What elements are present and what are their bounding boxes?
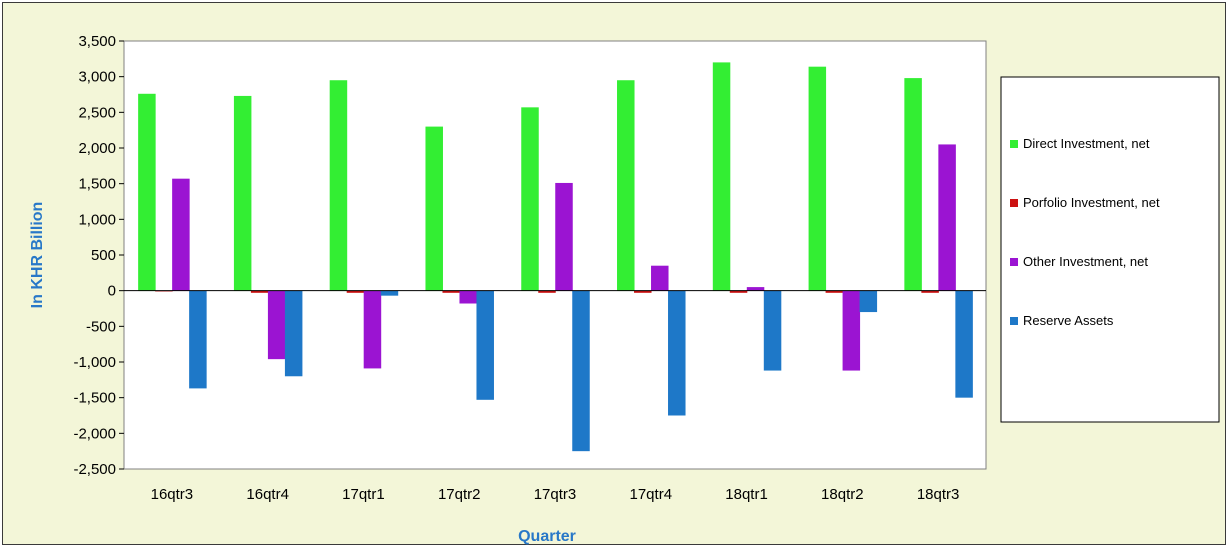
bar-direct-investment-net-17qtr1 (329, 80, 348, 291)
y-tick-label: -1,000 (73, 354, 116, 371)
bar-reserve-assets-18qtr3 (955, 290, 973, 398)
x-tick-label: 17qtr3 (534, 486, 577, 503)
y-tick-label: 2,500 (78, 104, 116, 121)
x-axis-ticks: 16qtr3 16qtr4 17qtr1 17qtr2 17qtr3 17qtr4 18qt… (151, 486, 960, 503)
legend-box (1000, 76, 1220, 423)
bar-other-investment-net-17qtr1 (363, 290, 382, 369)
bar-porfolio-investment-net-17qtr2 (442, 290, 460, 293)
bar-direct-investment-net-16qtr3 (138, 93, 156, 291)
legend-swatch (1010, 140, 1018, 148)
y-axis-ticks: -2,500 -2,000 -1,500 -1,000 -500 0 500 1,000 1,5… (73, 33, 124, 478)
bar-porfolio-investment-net-18qtr1 (729, 290, 748, 293)
bar-porfolio-investment-net-17qtr4 (634, 290, 652, 293)
x-tick-label: 17qtr4 (630, 486, 673, 503)
bar-reserve-assets-16qtr4 (284, 290, 303, 377)
bar-other-investment-net-17qtr4 (651, 265, 669, 291)
bar-porfolio-investment-net-18qtr3 (921, 290, 939, 293)
bar-direct-investment-net-17qtr2 (425, 126, 443, 291)
bar-direct-investment-net-18qtr3 (904, 78, 922, 291)
x-axis-title: Quarter (518, 528, 576, 545)
y-tick-label: 1,000 (78, 211, 116, 228)
bar-other-investment-net-17qtr2 (459, 290, 477, 304)
x-tick-label: 17qtr1 (342, 486, 385, 503)
x-tick-label: 16qtr4 (246, 486, 289, 503)
bar-porfolio-investment-net-16qtr4 (250, 290, 269, 293)
x-tick-label: 17qtr2 (438, 486, 481, 503)
bar-porfolio-investment-net-17qtr3 (538, 290, 556, 293)
bar-porfolio-investment-net-18qtr2 (825, 290, 844, 293)
y-tick-label: 3,500 (78, 33, 116, 50)
y-tick-label: -2,000 (73, 425, 116, 442)
y-tick-label: 0 (108, 283, 116, 300)
bar-reserve-assets-16qtr3 (189, 290, 207, 389)
legend-swatch (1010, 258, 1018, 266)
legend: Direct Investment, net Porfolio Investmen… (1000, 76, 1220, 423)
legend-swatch (1010, 317, 1018, 325)
bar-other-investment-net-17qtr3 (555, 182, 573, 291)
bar-reserve-assets-18qtr2 (859, 290, 878, 313)
x-tick-label: 18qtr1 (725, 486, 768, 503)
bar-direct-investment-net-18qtr2 (808, 66, 827, 291)
legend-label: Direct Investment, net (1023, 136, 1150, 151)
bar-other-investment-net-16qtr3 (172, 178, 190, 291)
bar-direct-investment-net-17qtr4 (617, 80, 635, 291)
bar-other-investment-net-18qtr1 (746, 287, 765, 291)
y-tick-label: 500 (91, 247, 116, 264)
x-tick-label: 18qtr3 (917, 486, 960, 503)
bar-reserve-assets-17qtr4 (668, 290, 686, 416)
bar-other-investment-net-16qtr4 (267, 290, 286, 360)
y-tick-label: 2,000 (78, 140, 116, 157)
legend-label: Other Investment, net (1023, 254, 1148, 269)
bars (138, 62, 973, 452)
bar-direct-investment-net-18qtr1 (712, 62, 731, 291)
y-tick-label: -2,500 (73, 461, 116, 478)
y-tick-label: 3,000 (78, 69, 116, 86)
y-axis-title: In KHR Billion (29, 202, 46, 309)
x-tick-label: 16qtr3 (151, 486, 194, 503)
bar-other-investment-net-18qtr2 (842, 290, 861, 371)
plot-area (123, 40, 987, 470)
bar-porfolio-investment-net-17qtr1 (346, 290, 365, 293)
x-tick-label: 18qtr2 (821, 486, 864, 503)
y-tick-label: 1,500 (78, 176, 116, 193)
bar-reserve-assets-17qtr1 (380, 290, 399, 296)
bar-reserve-assets-17qtr3 (572, 290, 590, 452)
bar-other-investment-net-18qtr3 (938, 144, 956, 291)
legend-label: Reserve Assets (1023, 313, 1114, 328)
bar-direct-investment-net-16qtr4 (233, 95, 252, 291)
legend-label: Porfolio Investment, net (1023, 195, 1160, 210)
bar-reserve-assets-18qtr1 (763, 290, 782, 371)
legend-swatch (1010, 199, 1018, 207)
bar-reserve-assets-17qtr2 (476, 290, 494, 400)
y-tick-label: -500 (86, 318, 116, 335)
y-tick-label: -1,500 (73, 390, 116, 407)
bar-direct-investment-net-17qtr3 (521, 107, 539, 291)
